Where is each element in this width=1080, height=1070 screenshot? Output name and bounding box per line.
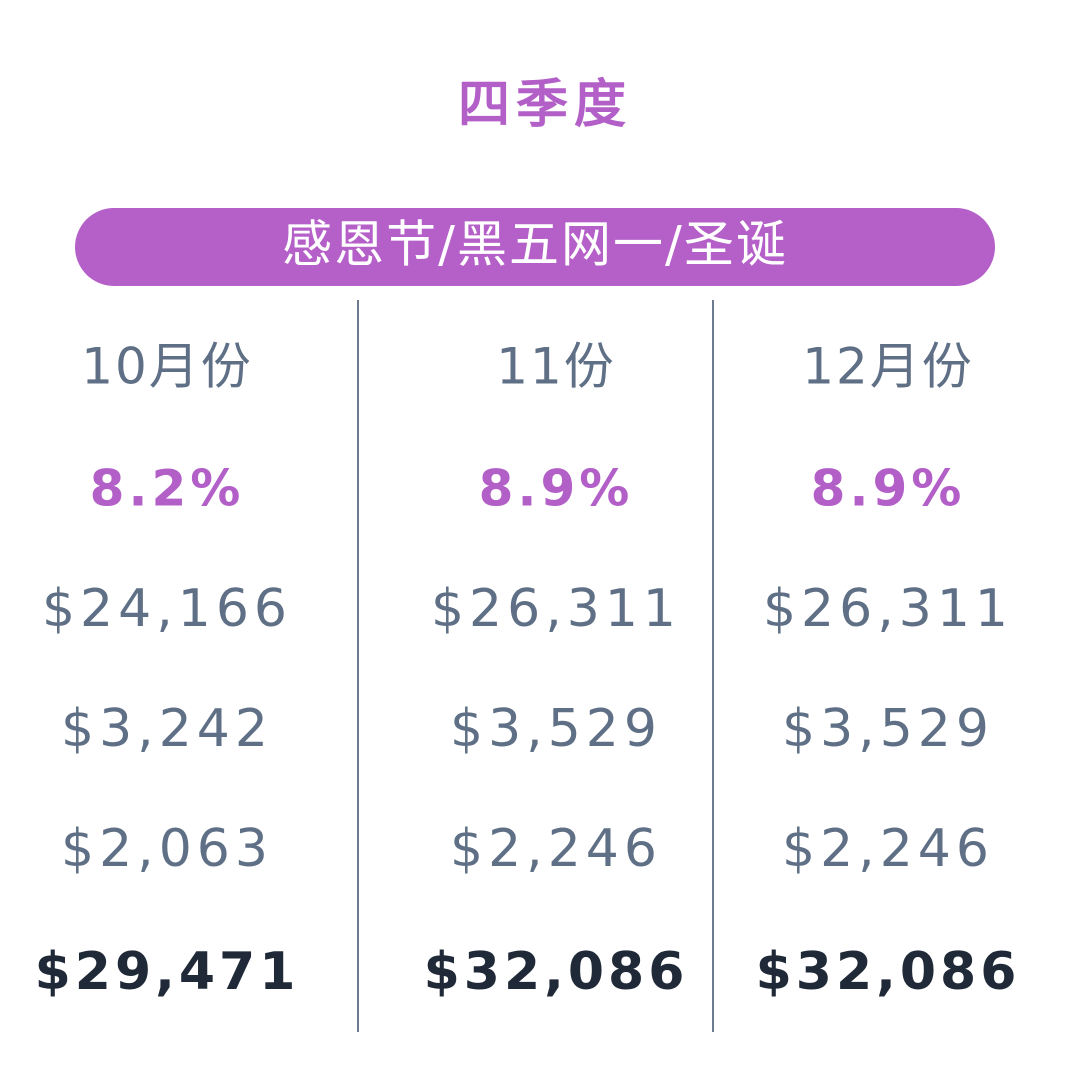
amount: $2,246 [782,819,994,879]
banner [75,208,995,286]
rate: 8.9% [811,460,966,518]
amount: $3,529 [782,699,994,759]
rate: 8.2% [90,460,245,518]
amount: $26,311 [431,579,681,639]
amount: $2,246 [450,819,662,879]
banner-text: 感恩节/黑五网一/圣诞 [282,216,788,274]
amount: $3,529 [450,699,662,759]
column-header: 10月份 [81,338,253,396]
rate: 8.9% [479,460,634,518]
amount: $3,242 [61,699,273,759]
total: $32,086 [756,942,1021,1002]
total: $29,471 [35,942,300,1002]
amount: $24,166 [42,579,292,639]
total: $32,086 [424,942,689,1002]
title: 四季度 [458,75,632,135]
column-header: 11份 [496,338,616,396]
amount: $26,311 [763,579,1013,639]
amount: $2,063 [61,819,273,879]
column-header: 12月份 [802,338,974,396]
